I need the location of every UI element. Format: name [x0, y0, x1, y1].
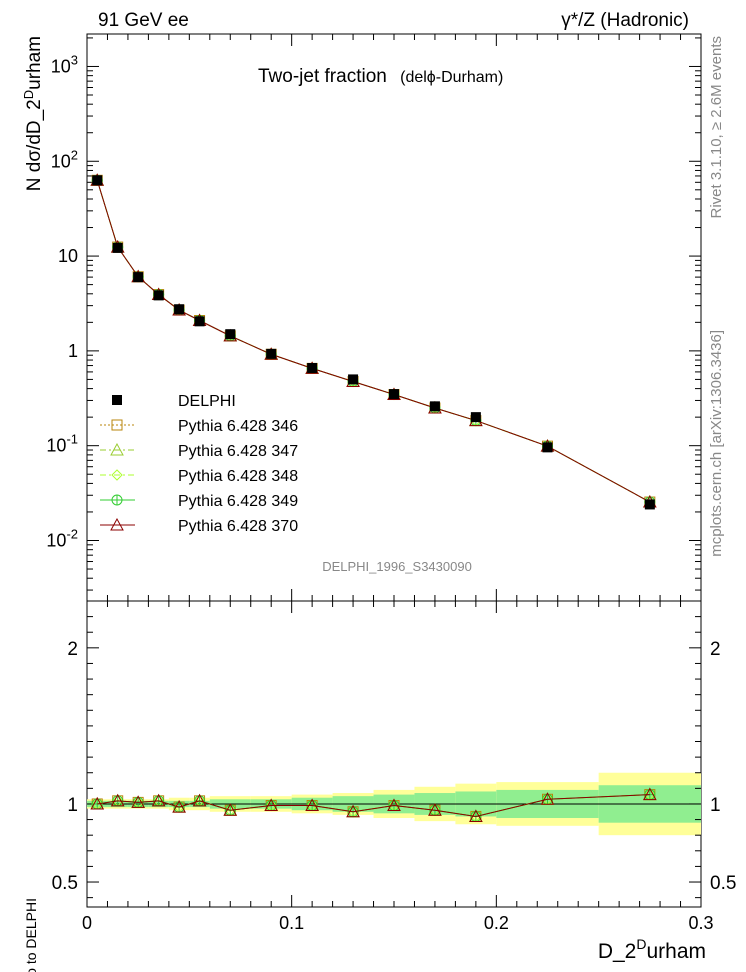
legend-marker	[110, 517, 124, 531]
data-point	[112, 242, 123, 253]
x-axis-label: D_2Durham	[598, 936, 706, 963]
ratio-series-point	[642, 787, 657, 801]
legend-marker	[111, 469, 123, 481]
x-tick-label: 0	[82, 913, 92, 933]
legend-marker	[111, 419, 123, 431]
ratio-series-point	[540, 792, 555, 805]
mcplots-label: mcplots.cern.ch [arXiv:1306.3436]	[708, 330, 725, 557]
data-point	[307, 362, 318, 373]
data-point	[174, 304, 185, 315]
ratio-tick-label: 2	[67, 639, 78, 660]
ratio-tick-label: 1	[67, 795, 78, 816]
data-point	[542, 442, 553, 453]
legend-marker-cross	[112, 495, 122, 505]
ratio-series-point	[346, 804, 360, 818]
rivet-label: Rivet 3.1.10, ≥ 2.6M events	[708, 36, 725, 219]
ratio-frame	[86, 600, 702, 908]
ratio-series-point	[305, 798, 319, 812]
y-tick-label: 10-1	[46, 432, 78, 456]
ratio-tick-label-right: 0.5	[710, 873, 736, 894]
data-point	[194, 316, 205, 327]
ratio-series-point	[387, 798, 401, 812]
ratio-plot-series	[90, 787, 657, 823]
data-point	[429, 401, 440, 412]
legend: DELPHI Pythia 6.428 346 Pythia 6.428 347 Py…	[100, 393, 298, 535]
main-frame	[86, 33, 702, 602]
ratio-tick-label: 0.5	[52, 873, 78, 894]
ratio-series-point	[192, 793, 207, 807]
ratio-axis-ticks: 0.5 0.5 1 1 2 2	[52, 616, 736, 899]
ratio-series-point	[151, 793, 166, 807]
data-point	[266, 348, 277, 359]
x-tick-label: 0.3	[688, 913, 713, 933]
main-plot-series	[90, 173, 657, 510]
ratio-series-point	[110, 793, 125, 807]
watermark: DELPHI_1996_S3430090	[322, 559, 472, 574]
ratio-series-line	[97, 794, 650, 817]
y-tick-label: 102	[51, 147, 78, 171]
data-point	[389, 389, 399, 400]
chart-title: Two-jet fraction (delϕ-Durham)	[258, 66, 503, 87]
data-point	[225, 329, 236, 340]
header-right: γ*/Z (Hadronic)	[561, 10, 689, 31]
ratio-series-point	[131, 795, 146, 808]
legend-label: Pythia 6.428 347	[178, 443, 298, 460]
ratio-series-point	[264, 798, 279, 812]
ratio-series-point	[469, 809, 483, 822]
ratio-series-point	[172, 800, 186, 813]
legend-label: Pythia 6.428 370	[178, 518, 298, 535]
data-point	[470, 412, 481, 423]
data-point	[348, 374, 359, 385]
header-left: 91 GeV ee	[98, 10, 189, 31]
ratio-tick-label-right: 1	[710, 795, 721, 816]
y-axis-label: N dσ/dD_2Durham	[21, 36, 45, 191]
x-axis-ticks: 0 0.1 0.2 0.3	[82, 34, 714, 933]
data-point	[92, 175, 103, 186]
data-point	[133, 272, 144, 283]
x-tick-label: 0.2	[484, 913, 509, 933]
data-point	[153, 290, 164, 301]
y-axis-ticks: 10-2 10-1 1 10 102 103	[46, 37, 701, 591]
y-tick-label: 10	[58, 246, 78, 266]
legend-label: Pythia 6.428 346	[178, 418, 298, 435]
legend-label: Pythia 6.428 349	[178, 493, 298, 510]
legend-marker	[111, 494, 123, 506]
ratio-y-axis-label: Ratio to DELPHI	[23, 898, 39, 972]
y-tick-label: 10-2	[46, 526, 78, 550]
x-tick-label: 0.1	[279, 913, 304, 933]
legend-label: Pythia 6.428 348	[178, 468, 298, 485]
ratio-series-point	[90, 796, 105, 810]
ratio-series-point	[223, 803, 238, 816]
ratio-tick-label-right: 2	[710, 639, 721, 660]
ratio-series-point	[428, 803, 442, 816]
legend-marker	[110, 442, 124, 456]
y-tick-label: 1	[68, 341, 78, 361]
legend-label-data: DELPHI	[178, 393, 236, 410]
legend-marker-data	[112, 395, 122, 405]
y-tick-label: 103	[51, 52, 78, 76]
data-point	[644, 499, 655, 510]
